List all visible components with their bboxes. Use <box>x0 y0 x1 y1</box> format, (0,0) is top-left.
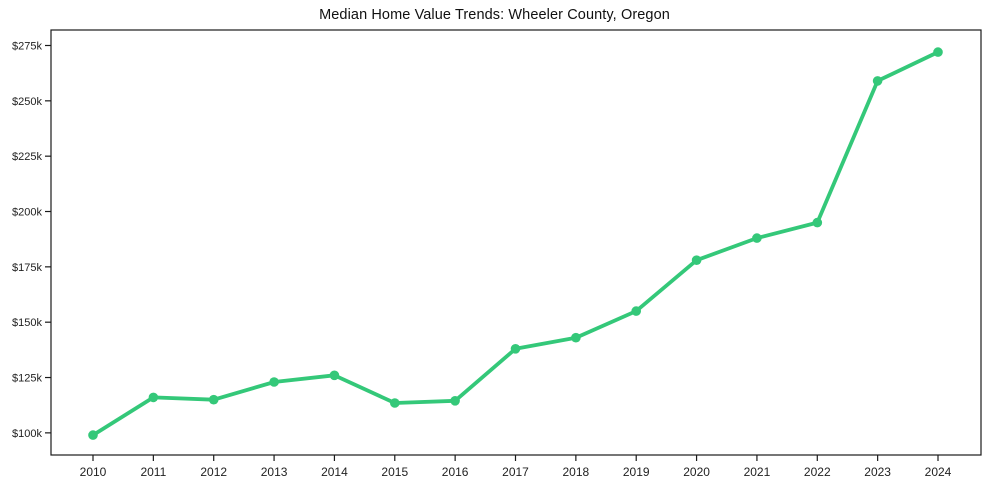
data-point-marker <box>933 47 943 57</box>
plot-spines <box>50 29 982 456</box>
data-point-marker <box>691 255 702 265</box>
y-tick-label: $275k <box>12 40 42 52</box>
data-point-marker <box>450 396 460 406</box>
data-point-marker <box>571 332 581 343</box>
y-tick-label: $250k <box>12 96 42 108</box>
y-tick-label: $225k <box>12 151 42 163</box>
x-tick-label: 2012 <box>200 465 227 479</box>
trend-line <box>91 50 940 438</box>
data-point-marker <box>329 370 340 381</box>
y-tick-label: $150k <box>12 317 42 329</box>
series-line <box>91 50 940 438</box>
data-point-marker <box>812 217 823 228</box>
y-tick-label: $200k <box>12 207 42 219</box>
x-tick-label: 2018 <box>563 465 590 479</box>
y-tick-label: $175k <box>12 262 42 274</box>
x-tick-label: 2023 <box>864 465 891 479</box>
x-tick-label: 2020 <box>683 465 710 479</box>
x-axis: 2010 2011 2012 2013 2014 2015 2016 2017 2018 2019… <box>80 455 952 479</box>
data-point-marker <box>269 377 279 387</box>
x-tick-label: 2017 <box>502 465 529 479</box>
data-point-marker <box>88 430 98 440</box>
y-axis: $100k $125k $150k $175k $200k $225k $250k $275k <box>12 40 51 440</box>
x-tick-label: 2016 <box>442 465 469 479</box>
data-point-marker <box>390 398 400 408</box>
x-tick-label: 2013 <box>261 465 288 479</box>
chart-title: Median Home Value Trends: Wheeler County… <box>319 7 670 23</box>
data-point-marker <box>752 233 762 243</box>
x-tick-label: 2021 <box>744 465 771 479</box>
data-point-marker <box>208 394 219 405</box>
data-points <box>88 47 943 440</box>
data-point-marker <box>872 76 883 86</box>
x-tick-label: 2014 <box>321 465 348 479</box>
x-tick-label: 2011 <box>140 465 166 479</box>
y-tick-label: $125k <box>12 373 42 385</box>
data-point-marker <box>148 392 159 403</box>
data-point-marker <box>510 344 521 354</box>
x-tick-label: 2015 <box>381 465 408 479</box>
x-tick-label: 2019 <box>623 465 650 479</box>
data-point-marker <box>631 306 641 316</box>
x-tick-label: 2010 <box>80 465 107 479</box>
x-tick-label: 2024 <box>925 465 952 479</box>
y-tick-label: $100k <box>12 428 42 440</box>
plot-border <box>50 29 982 456</box>
x-tick-label: 2022 <box>804 465 831 479</box>
